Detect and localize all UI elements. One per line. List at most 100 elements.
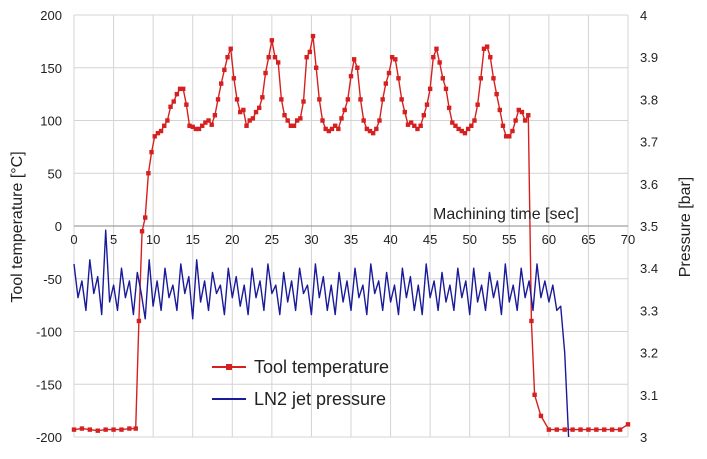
temperature-point [510, 128, 515, 134]
series-layer [71, 33, 631, 438]
y-right-tick-label: 3.8 [640, 92, 658, 107]
x-tick-label: 55 [502, 232, 516, 247]
x-tick-label: 15 [185, 232, 199, 247]
x-tick-label: 5 [110, 232, 117, 247]
y-right-tick-label: 3 [640, 430, 647, 445]
temperature-point [171, 99, 176, 104]
temperature-point [453, 123, 458, 128]
y-right-tick-label: 3.7 [640, 135, 658, 150]
temperature-point [450, 120, 455, 125]
y-right-tick-label: 4 [640, 8, 647, 23]
temperature-point [408, 120, 414, 125]
temperature-point [256, 105, 262, 111]
temperature-point [336, 126, 341, 132]
temperature-point [554, 427, 559, 432]
y-left-tick-label: 50 [48, 166, 62, 181]
temperature-point [389, 55, 395, 60]
temperature-point [288, 123, 294, 128]
temperature-point [184, 102, 189, 107]
temperature-point [203, 120, 208, 125]
temperature-point [421, 113, 427, 118]
temperature-point [578, 427, 583, 432]
temperature-point [478, 76, 483, 81]
temperature-point [609, 427, 615, 432]
x-axis-title: Machining time [sec] [433, 206, 579, 223]
temperature-point [443, 86, 449, 92]
temperature-point [260, 95, 265, 100]
temperature-point [187, 123, 192, 128]
temperature-point [465, 126, 471, 132]
temperature-point [586, 427, 591, 432]
y-left-tick-label: 100 [40, 114, 62, 129]
temperature-point [459, 128, 464, 134]
y-left-tick-label: 150 [40, 61, 62, 76]
temperature-point [196, 126, 202, 132]
temperature-point [301, 99, 306, 104]
temperature-point [143, 215, 148, 220]
temperature-point [127, 426, 132, 431]
temperature-point [339, 116, 344, 121]
temperature-point [399, 97, 404, 102]
y-right-axis-title: Pressure [bar] [677, 177, 694, 277]
legend-temp-marker [226, 364, 232, 370]
legend: Tool temperature LN2 jet pressure [212, 357, 389, 409]
temperature-point [526, 113, 531, 118]
legend-temp-label: Tool temperature [254, 357, 389, 377]
temperature-point [358, 97, 363, 102]
temperature-point [529, 318, 534, 324]
temperature-point [234, 97, 240, 102]
temperature-point [133, 426, 138, 431]
temperature-point [95, 428, 100, 433]
temperature-point [424, 102, 430, 107]
temperature-point [219, 81, 224, 86]
temperature-point [326, 128, 332, 134]
temperature-point [158, 128, 164, 134]
y-left-tick-label: -150 [36, 377, 62, 392]
temperature-point [383, 81, 389, 86]
temperature-point [275, 60, 281, 65]
temperature-point [367, 128, 373, 134]
temperature-point [250, 116, 256, 121]
temperature-point [71, 427, 77, 432]
temperature-point [355, 65, 360, 70]
y-right-tick-label: 3.3 [640, 303, 658, 318]
temperature-point [418, 123, 423, 128]
y-left-tick-label: -100 [36, 325, 62, 340]
temperature-point [617, 427, 623, 432]
temperature-point [152, 134, 157, 139]
temperature-point [431, 55, 436, 60]
temperature-point [364, 126, 370, 132]
temperature-point [253, 109, 259, 115]
temperature-point [181, 86, 186, 92]
temperature-point [475, 102, 480, 107]
temperature-point [532, 392, 537, 397]
x-tick-label: 25 [265, 232, 279, 247]
temperature-point [440, 76, 446, 81]
temperature-point [87, 427, 93, 432]
temperature-point [136, 318, 142, 324]
temperature-point [481, 46, 487, 51]
temperature-point [209, 122, 214, 127]
y-right-tick-label: 3.4 [640, 261, 658, 276]
x-tick-label: 40 [383, 232, 397, 247]
temperature-point [351, 57, 357, 62]
temperature-point [215, 97, 221, 102]
temperature-point [323, 126, 328, 132]
temperature-point [329, 126, 335, 132]
temperature-point [377, 118, 382, 123]
y-left-tick-label: 0 [55, 219, 62, 234]
temperature-point [282, 113, 287, 118]
temperature-point [291, 123, 297, 128]
temperature-point [412, 123, 417, 128]
temperature-point [313, 65, 319, 70]
temperature-point [212, 113, 218, 118]
temperature-point [513, 118, 518, 123]
temperature-point [602, 427, 607, 432]
temperature-point [361, 118, 366, 123]
y-right-tick-label: 3.9 [640, 50, 658, 65]
temperature-point [146, 171, 151, 176]
temperature-point [516, 107, 521, 113]
temperature-point [285, 118, 290, 123]
temperature-point [402, 109, 408, 115]
temperature-point [190, 124, 195, 130]
